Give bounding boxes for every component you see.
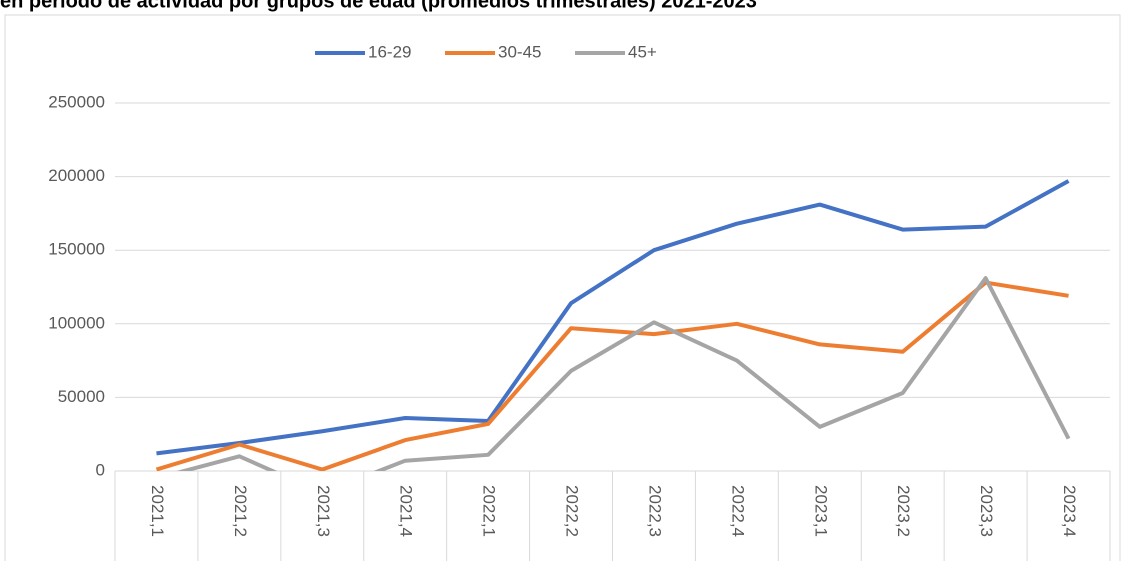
chart-title: en período de actividad por grupos de ed… [0,0,757,12]
x-tick-label: 2023,1 [811,485,830,537]
legend-label: 30-45 [498,42,541,61]
x-tick-label: 2022,2 [563,485,582,537]
x-tick-label: 2021,4 [397,485,416,537]
x-tick-label: 2023,4 [1060,485,1079,537]
series-line [176,276,1071,471]
x-tick-label: 2021,1 [148,485,167,537]
legend-label: 16-29 [368,42,411,61]
plot-lines [155,179,1071,471]
chart-frame [4,14,1121,561]
y-tick-label: 250000 [48,92,105,111]
x-tick-label: 2021,2 [231,485,250,537]
y-tick-label: 50000 [58,387,105,406]
x-tick-label: 2023,3 [977,485,996,537]
legend-label: 45+ [628,42,657,61]
x-tick-label: 2021,3 [314,485,333,537]
x-tick-label: 2022,3 [645,485,664,537]
x-tick-label: 2022,1 [480,485,499,537]
series-line [156,179,1070,456]
y-tick-label: 150000 [48,240,105,259]
y-tick-label: 100000 [48,313,105,332]
y-tick-label: 0 [96,460,105,479]
y-tick-label: 200000 [48,166,105,185]
x-tick-label: 2022,4 [728,485,747,537]
x-tick-label: 2023,2 [894,485,913,537]
series-line [155,280,1069,471]
